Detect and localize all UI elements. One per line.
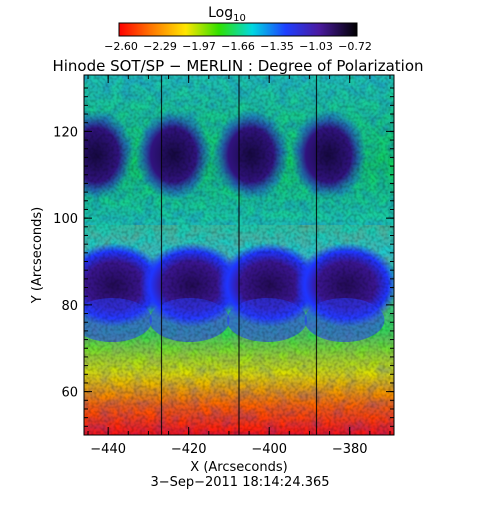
x-tick-label: −380 [332,442,368,457]
x-tick-label: −440 [90,442,126,457]
y-tick-label: 120 [53,125,78,140]
colorbar-tick-label: −0.72 [338,40,372,53]
colorbar-tick-label: −1.97 [182,40,216,53]
y-tick-label: 80 [61,299,78,314]
x-tick-label: −400 [251,442,287,457]
colorbar [118,22,358,37]
x-axis-label: X (Arcseconds) [190,460,287,475]
colorbar-label-text: Log [208,5,233,21]
colorbar-label: Log10 [208,5,246,24]
y-tick-label: 60 [61,386,78,401]
map-strip [290,75,394,435]
colorbar-tick-label: −1.35 [260,40,294,53]
y-axis: 60 80 100 120 [53,87,394,436]
y-axis-label: Y (Arcseconds) [30,207,45,304]
colorbar-tick-label: −1.03 [299,40,333,53]
chart-title: Hinode SOT/SP − MERLIN : Degree of Polar… [52,57,423,75]
x-tick-label: −420 [171,442,207,457]
x-axis: −440 −420 −400 −380 [87,75,391,457]
map-strip [135,75,244,435]
polarization-map [84,75,394,435]
colorbar-tick-label: −2.60 [104,40,138,53]
y-tick-label: 100 [53,212,78,227]
colorbar-label-subscript: 10 [233,13,246,24]
colorbar-tick-label: −1.66 [221,40,255,53]
colorbar-ticks: −2.60 −2.29 −1.97 −1.66 −1.35 −1.03 −0.72 [104,40,372,53]
timestamp: 3−Sep−2011 18:14:24.365 [150,475,329,490]
colorbar-tick-label: −2.29 [143,40,177,53]
plot-frame [83,74,395,436]
map-strip [213,75,321,435]
